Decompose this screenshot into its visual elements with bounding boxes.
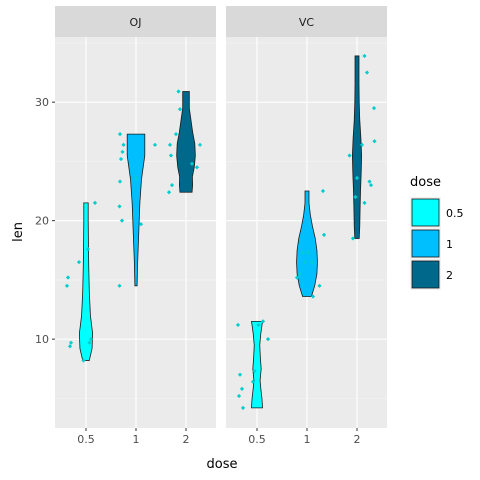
data-point (236, 393, 242, 399)
legend-key-0.5 (411, 198, 440, 227)
data-point (173, 132, 179, 137)
data-point (87, 340, 92, 345)
data-point (67, 344, 73, 349)
facet-strip-label: VC (299, 16, 315, 29)
data-point (118, 156, 124, 162)
data-point (85, 246, 91, 252)
data-point (265, 337, 271, 342)
data-point (177, 107, 183, 112)
x-tick-label: 0.5 (77, 433, 95, 446)
data-point (197, 142, 203, 147)
data-point (252, 369, 257, 374)
facet-strip (226, 6, 387, 37)
data-point (138, 222, 144, 227)
data-point (350, 236, 356, 241)
x-tick-label: 1 (304, 433, 311, 446)
data-point (65, 275, 71, 280)
data-point (119, 218, 125, 223)
y-axis-title: len (11, 222, 26, 242)
y-tick-label: 20 (35, 215, 49, 228)
facet-panel-vc: VC (226, 6, 387, 428)
data-point (362, 200, 367, 205)
legend-label: 1 (446, 238, 453, 251)
data-point (294, 275, 300, 280)
data-point (239, 386, 245, 391)
violin-0.5 (78, 202, 94, 361)
violin-1 (296, 190, 318, 297)
x-axis: 0.5 1 2 0.5 1 2 (77, 428, 361, 446)
violin-2 (176, 91, 196, 193)
data-point (359, 142, 365, 147)
data-point (362, 53, 367, 59)
legend-label: 2 (446, 269, 453, 282)
data-point (121, 142, 126, 147)
data-point (297, 271, 302, 277)
data-point (250, 379, 256, 384)
data-point (353, 194, 358, 200)
legend-key-2 (411, 260, 440, 289)
x-tick-label: 2 (354, 433, 361, 446)
data-point (117, 179, 123, 184)
data-point (117, 132, 123, 137)
data-point (321, 232, 327, 237)
y-tick-label: 30 (35, 96, 49, 109)
data-point (167, 142, 173, 147)
data-point (354, 175, 360, 181)
data-point (117, 283, 122, 288)
violin-0.5 (251, 320, 263, 409)
data-point (300, 250, 306, 255)
data-point (133, 175, 139, 181)
data-point (176, 89, 181, 94)
legend: dose 0.5 1 2 (410, 175, 464, 290)
data-point (317, 283, 322, 288)
legend-title: dose (410, 175, 441, 190)
x-axis-title: dose (207, 457, 238, 472)
data-point (371, 105, 377, 111)
legend-label: 0.5 (446, 207, 464, 220)
y-axis: 10 20 30 (35, 96, 55, 346)
x-tick-label: 2 (183, 433, 190, 446)
x-tick-label: 1 (133, 433, 140, 446)
data-point (368, 183, 374, 188)
facet-panels: OJ VC (55, 6, 387, 428)
data-point (120, 149, 125, 155)
data-point (194, 165, 200, 170)
legend-key-1 (411, 229, 440, 258)
data-point (320, 188, 326, 194)
facet-panel-oj: OJ (55, 6, 216, 428)
x-tick-label: 0.5 (248, 433, 266, 446)
facet-strip-label: OJ (130, 16, 142, 29)
y-tick-label: 10 (35, 333, 49, 346)
data-point (92, 200, 98, 205)
data-point (88, 337, 94, 342)
data-point (372, 139, 377, 144)
data-point (166, 190, 172, 195)
data-point (64, 283, 70, 288)
data-point (152, 142, 158, 147)
violin-1 (126, 133, 146, 287)
data-point (240, 405, 246, 410)
data-point (168, 153, 174, 158)
data-point (81, 358, 86, 363)
data-point (189, 161, 195, 166)
data-point (310, 294, 316, 299)
facet-strip (55, 6, 216, 37)
data-point (235, 322, 241, 328)
data-point (68, 340, 74, 345)
data-point (309, 260, 315, 265)
data-point (305, 250, 311, 255)
data-point (364, 70, 370, 75)
data-point (347, 153, 352, 158)
data-point (76, 260, 82, 265)
data-point (302, 260, 307, 265)
data-point (169, 183, 175, 188)
data-point (367, 179, 372, 184)
data-point (237, 372, 243, 377)
data-point (256, 322, 261, 328)
data-point (117, 204, 122, 209)
data-point (260, 319, 266, 324)
